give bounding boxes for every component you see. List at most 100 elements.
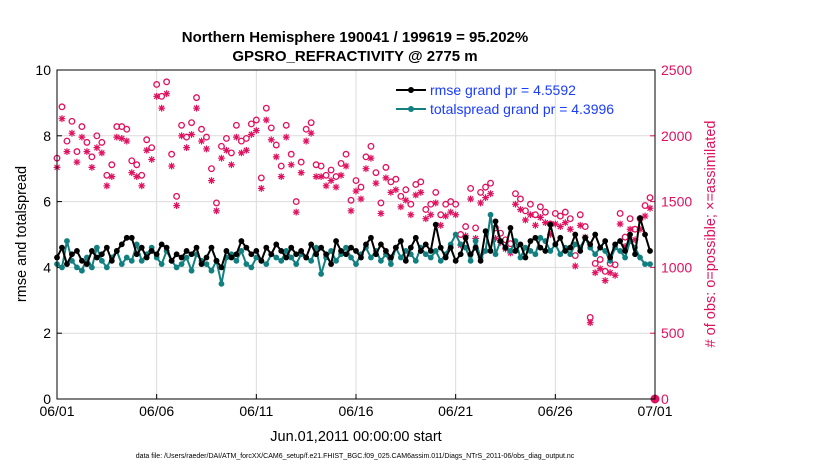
- rmse-point: [507, 225, 514, 231]
- assimilated-obs-point: [347, 207, 355, 215]
- rmse-point: [512, 248, 519, 254]
- rmse-point: [467, 251, 474, 258]
- rmse-point: [108, 257, 115, 264]
- possible-obs-point: [232, 121, 240, 129]
- rmse-point: [602, 238, 609, 244]
- totalspread-point: [462, 244, 469, 251]
- rmse-point: [617, 238, 624, 244]
- rmse-point: [333, 238, 339, 244]
- assimilated-obs-point: [467, 195, 475, 203]
- possible-obs-point: [462, 223, 470, 231]
- rmse-point: [248, 251, 255, 258]
- rmse-point: [597, 244, 604, 251]
- left-tick-label: 8: [43, 128, 51, 144]
- rmse-point: [303, 254, 310, 261]
- assimilated-obs-point: [223, 146, 230, 154]
- possible-obs-point: [123, 125, 131, 133]
- y-axis-label-right: # of obs: o=possible; ×=assimilated: [703, 121, 719, 348]
- totalspread-point: [487, 211, 494, 218]
- possible-obs-point: [541, 208, 549, 216]
- possible-obs-point: [208, 165, 215, 173]
- rmse-point: [442, 254, 449, 261]
- rmse-point: [158, 241, 165, 248]
- totalspread-point: [318, 271, 325, 277]
- totalspread-point: [507, 248, 514, 254]
- rmse-point: [218, 264, 225, 271]
- possible-obs-point: [203, 133, 210, 141]
- left-tick-label: 4: [43, 259, 51, 275]
- rmse-point: [497, 238, 504, 244]
- title-line-2: GPSRO_REFRACTIVITY @ 2775 m: [232, 48, 477, 65]
- rmse-point: [153, 251, 160, 258]
- rmse-point: [387, 254, 394, 261]
- possible-obs-point: [88, 153, 96, 161]
- possible-obs-point: [487, 179, 494, 187]
- assimilated-obs-point: [407, 211, 415, 219]
- rmse-point: [353, 248, 359, 254]
- possible-obs-point: [93, 132, 101, 140]
- assimilated-obs-point: [591, 269, 599, 277]
- rmse-point: [348, 244, 354, 251]
- assimilated-obs-point: [482, 194, 489, 202]
- possible-obs-point: [213, 199, 220, 207]
- totalspread-point: [333, 257, 339, 264]
- assimilated-obs-point: [332, 183, 340, 191]
- assimilated-obs-point: [527, 211, 534, 219]
- rmse-point: [607, 254, 614, 261]
- assimilated-obs-point: [302, 137, 310, 145]
- totalspread-point: [133, 241, 140, 248]
- possible-obs-point: [163, 78, 171, 86]
- rmse-point: [88, 248, 95, 254]
- possible-obs-point: [198, 125, 205, 133]
- possible-obs-point: [407, 200, 415, 208]
- assimilated-obs-point: [487, 190, 494, 198]
- rmse-point: [103, 244, 110, 251]
- rmse-point: [268, 251, 275, 258]
- possible-obs-point: [512, 190, 519, 198]
- totalspread-point: [328, 248, 334, 254]
- totalspread-point: [158, 261, 165, 268]
- assimilated-obs-point: [606, 269, 614, 277]
- possible-obs-point: [611, 261, 619, 269]
- legend-spread-marker: [408, 106, 414, 112]
- possible-obs-point: [347, 196, 355, 204]
- assimilated-obs-point: [432, 199, 440, 207]
- possible-obs-point: [402, 186, 410, 194]
- assimilated-obs-point: [566, 225, 574, 233]
- totalspread-point: [567, 251, 574, 258]
- left-tick-label: 2: [43, 325, 51, 341]
- possible-obs-point: [616, 209, 624, 217]
- rmse-series: [54, 215, 653, 271]
- left-tick-label: 0: [43, 391, 51, 407]
- totalspread-point: [517, 254, 524, 261]
- rmse-point: [213, 257, 220, 264]
- assimilated-obs-point: [402, 196, 410, 204]
- possible-obs-point: [382, 163, 390, 171]
- assimilated-obs-point: [88, 163, 96, 171]
- totalspread-point: [368, 254, 374, 261]
- right-tick-label: 500: [661, 325, 685, 341]
- possible-obs-point: [307, 119, 315, 127]
- totalspread-point: [253, 254, 260, 261]
- possible-obs-point: [372, 169, 380, 177]
- assimilated-obs-point: [556, 223, 564, 231]
- possible-obs-point: [222, 134, 230, 142]
- rmse-point: [223, 248, 230, 254]
- possible-obs-point: [327, 166, 335, 174]
- grid-lines: [57, 70, 655, 399]
- totalspread-point: [642, 261, 648, 268]
- rmse-point: [123, 234, 130, 241]
- assimilated-obs-point: [252, 127, 260, 134]
- legend: rmse grand pr = 4.5592 totalspread grand…: [396, 82, 614, 117]
- assimilated-obs-point: [342, 162, 350, 170]
- possible-obs-point: [242, 134, 250, 142]
- possible-obs-point: [292, 198, 300, 206]
- assimilated-obs-point: [422, 215, 430, 223]
- assimilated-obs-point: [282, 133, 290, 141]
- possible-obs-point: [477, 188, 485, 196]
- totalspread-point: [263, 261, 270, 268]
- assimilated-obs-point: [153, 92, 161, 100]
- assimilated-obs-point: [83, 148, 91, 155]
- rmse-point: [368, 234, 374, 241]
